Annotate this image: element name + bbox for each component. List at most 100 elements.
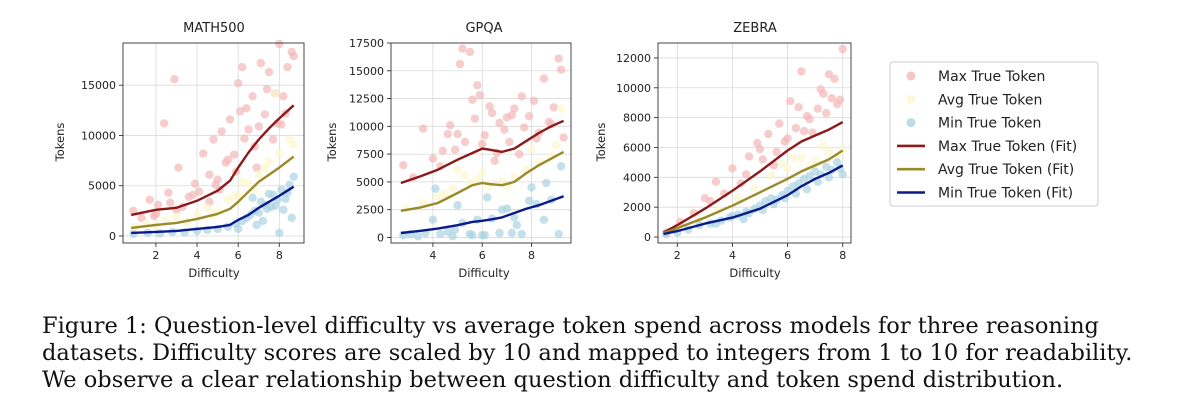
scatter-point bbox=[507, 228, 516, 238]
x-tick-label: 2 bbox=[674, 249, 681, 262]
y-tick-label: 12000 bbox=[616, 52, 651, 65]
y-tick-label: 10000 bbox=[616, 82, 651, 95]
scatter-point bbox=[455, 59, 465, 69]
y-tick-label: 5000 bbox=[356, 176, 384, 189]
plot-frame bbox=[390, 42, 572, 244]
scatter-point bbox=[460, 137, 470, 147]
scatter-point bbox=[441, 189, 450, 199]
scatter-point bbox=[225, 115, 235, 124]
y-tick-label: 17500 bbox=[349, 37, 384, 50]
scatter-point bbox=[527, 183, 536, 192]
fit-line bbox=[663, 164, 844, 236]
scatter-point bbox=[794, 103, 803, 112]
scatter-point bbox=[192, 209, 202, 219]
scatter-point bbox=[203, 203, 212, 212]
scatter-point bbox=[819, 141, 828, 151]
scatter-point bbox=[166, 198, 175, 207]
legend-marker bbox=[906, 71, 916, 81]
plot-frame bbox=[122, 42, 305, 244]
scatter-point bbox=[188, 190, 198, 199]
scatter-point bbox=[448, 184, 457, 193]
scatter-point bbox=[248, 193, 257, 202]
scatter-point bbox=[468, 231, 477, 240]
legend-marker bbox=[906, 118, 916, 128]
scatter-point bbox=[262, 85, 272, 94]
scatter-point bbox=[554, 54, 563, 63]
scatter-point bbox=[497, 176, 507, 185]
legend-frame bbox=[889, 61, 1099, 207]
scatter-point bbox=[254, 122, 263, 131]
scatter-point bbox=[487, 108, 497, 118]
scatter-point bbox=[552, 141, 561, 150]
scatter-point bbox=[478, 231, 487, 240]
scatter-point bbox=[172, 212, 181, 222]
scatter-point bbox=[271, 201, 280, 210]
scatter-point bbox=[279, 205, 288, 214]
y-axis-label: Tokens bbox=[53, 123, 67, 163]
legend-marker bbox=[906, 94, 916, 104]
scatter-point bbox=[248, 92, 257, 101]
scatter-point bbox=[772, 147, 781, 157]
x-tick-label: 4 bbox=[194, 249, 201, 262]
x-tick-label: 6 bbox=[235, 249, 242, 262]
y-tick-label: 6000 bbox=[623, 141, 651, 154]
scatter-point bbox=[260, 110, 270, 119]
scatter-point bbox=[254, 170, 263, 179]
scatter-point bbox=[473, 175, 482, 184]
fit-line bbox=[400, 119, 565, 185]
scatter-point bbox=[742, 170, 751, 179]
fit-line bbox=[663, 149, 844, 235]
x-tick-label: 8 bbox=[528, 249, 535, 262]
scatter-point bbox=[289, 51, 298, 61]
scatter-point bbox=[275, 228, 284, 238]
scatter-point bbox=[418, 124, 428, 133]
scatter-point bbox=[750, 183, 759, 192]
fit-line bbox=[662, 121, 844, 234]
scatter-point bbox=[446, 121, 455, 130]
scatter-point bbox=[539, 74, 549, 83]
scatter-point bbox=[764, 129, 773, 139]
scatter-point bbox=[149, 211, 159, 221]
x-tick-label: 6 bbox=[784, 249, 791, 262]
scatter-point bbox=[413, 232, 423, 241]
scatter-point bbox=[802, 185, 812, 194]
scatter-point bbox=[234, 79, 243, 88]
scatter-point bbox=[711, 177, 721, 186]
chart-panel-math500: MATH500 Difficulty Tokens 2 4 6 8 0 5000 10000… bbox=[53, 21, 305, 280]
scatter-point bbox=[453, 165, 462, 174]
scatter-point bbox=[556, 65, 566, 74]
scatter-point bbox=[275, 149, 284, 158]
scatter-point bbox=[460, 171, 470, 180]
y-tick-label: 12500 bbox=[349, 93, 384, 106]
fit-line bbox=[131, 155, 295, 230]
scatter-point bbox=[450, 225, 460, 234]
scatter-point bbox=[162, 215, 171, 225]
y-tick-label: 10000 bbox=[349, 120, 384, 133]
x-axis-label: Difficulty bbox=[458, 266, 509, 280]
scatter-point bbox=[199, 149, 208, 158]
scatter-point bbox=[739, 214, 748, 224]
scatter-point bbox=[556, 162, 566, 171]
scatter-point bbox=[559, 133, 568, 142]
scatter-point bbox=[431, 184, 440, 193]
scatter-point bbox=[797, 67, 806, 76]
scatter-point bbox=[830, 74, 839, 84]
x-tick-label: 4 bbox=[729, 249, 736, 262]
scatter-point bbox=[264, 157, 274, 166]
scatter-point bbox=[483, 193, 492, 202]
scatter-point bbox=[159, 119, 169, 128]
scatter-point bbox=[279, 92, 288, 101]
scatter-point bbox=[838, 44, 847, 54]
legend-label: Avg True Token bbox=[938, 92, 1042, 108]
fit-line bbox=[131, 185, 295, 235]
scatter-point bbox=[275, 39, 284, 49]
scatter-point bbox=[271, 89, 280, 98]
legend-label: Avg True Token (Fit) bbox=[938, 162, 1074, 178]
scatter-point bbox=[264, 189, 274, 198]
scatter-point bbox=[495, 118, 504, 128]
scatter-point bbox=[289, 140, 298, 149]
scatter-point bbox=[744, 152, 754, 161]
scatter-point bbox=[507, 111, 516, 120]
scatter-point bbox=[799, 126, 809, 136]
x-tick-label: 4 bbox=[429, 249, 436, 262]
